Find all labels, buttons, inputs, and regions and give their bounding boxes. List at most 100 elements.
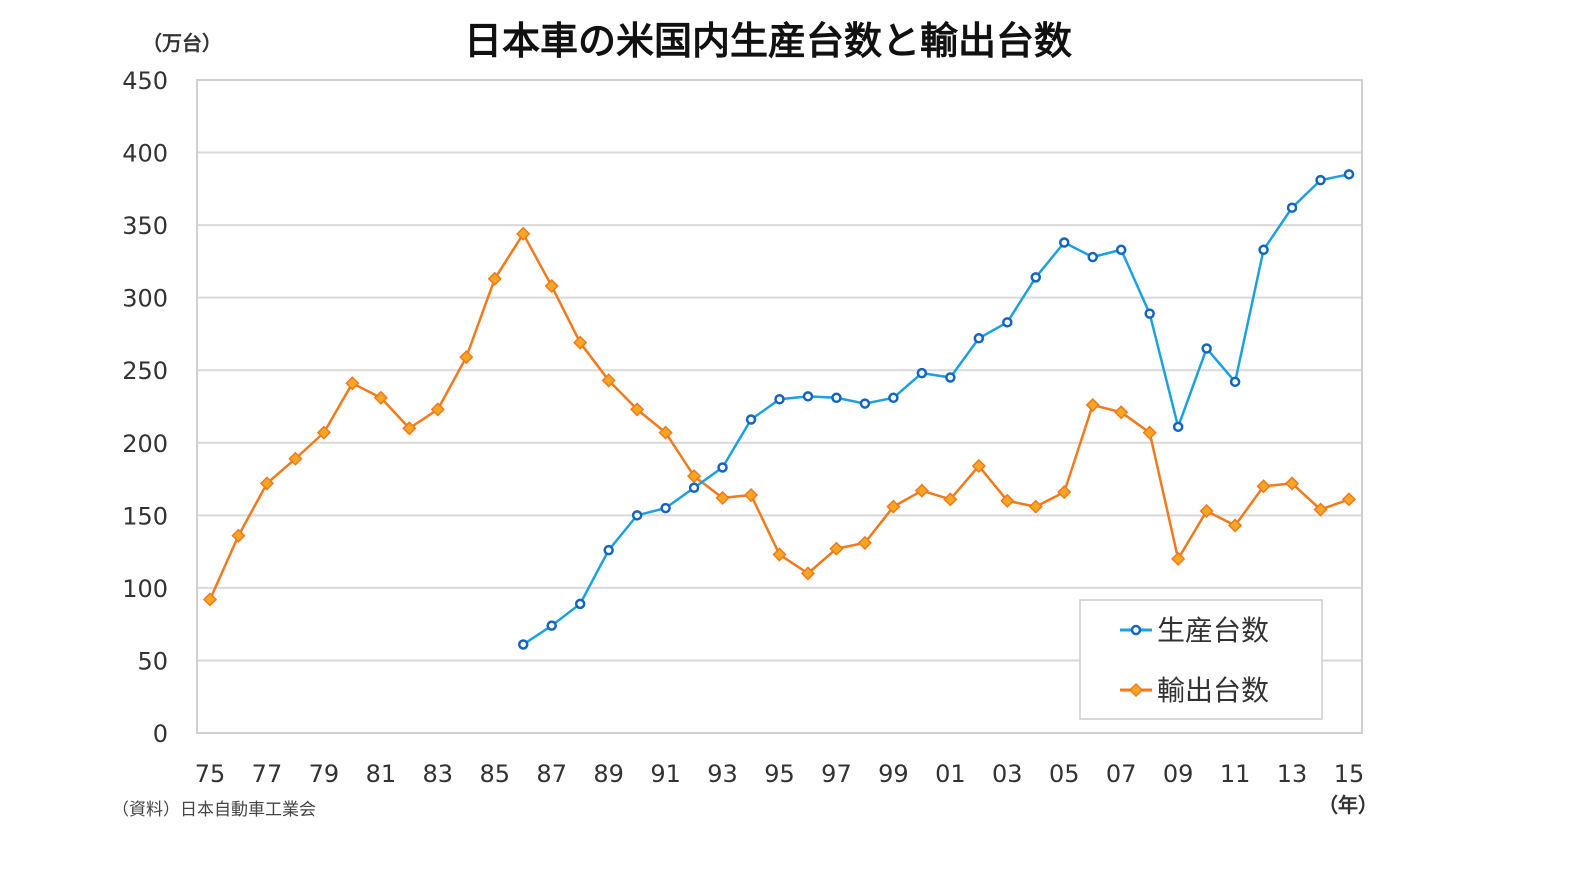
data-point-export [259,476,275,491]
x-tick-label: 93 [707,760,738,788]
data-point-production [1286,202,1298,213]
data-point-export [630,402,645,417]
x-tick-label: 85 [479,760,510,788]
x-tick-label: 89 [593,760,624,788]
x-tick-label: 79 [309,760,340,788]
x-tick-label: 11 [1220,760,1251,788]
series-line-production [522,173,1350,646]
data-point-export [914,483,929,498]
y-tick-label: 250 [122,357,168,385]
y-tick-label: 350 [122,212,168,240]
x-tick-label: 15 [1334,760,1365,788]
data-point-export [715,490,730,505]
x-axis-label: （年） [1318,793,1378,817]
data-point-export [1171,551,1186,566]
data-point-export [1284,476,1300,491]
data-point-production [717,462,728,473]
data-point-production [660,502,671,514]
data-point-export [829,541,844,556]
legend-marker-production [1130,624,1142,636]
data-point-export [1341,492,1357,507]
series-line-export [208,231,1350,601]
data-point-export [1313,502,1328,517]
data-point-export [1028,499,1043,514]
chart-title: 日本車の米国内生産台数と輸出台数 [464,19,1072,63]
data-point-export [288,451,303,466]
x-tick-label: 95 [764,760,795,788]
data-point-production [1343,169,1355,180]
data-point-production [1315,174,1326,186]
data-point-export [1085,397,1100,413]
data-point-production [546,620,557,631]
x-tick-label: 97 [821,760,852,788]
data-point-export [459,350,474,365]
x-tick-label: 75 [195,760,226,788]
data-point-production [688,482,700,494]
data-point-export [857,535,872,550]
data-point-production [517,639,529,650]
x-tick-label: 77 [252,760,283,788]
data-point-production [631,510,643,521]
data-point-export [658,425,673,440]
y-tick-label: 100 [122,575,168,603]
data-point-export [487,271,502,286]
data-point-export [1228,518,1243,533]
x-tick-label: 09 [1163,760,1194,788]
data-point-export [1114,405,1129,420]
data-point-production [831,392,842,404]
data-point-production [603,544,614,556]
x-tick-label: 07 [1106,760,1137,788]
y-tick-label: 50 [137,647,168,675]
x-tick-label: 05 [1049,760,1080,788]
x-tick-label: 87 [536,760,567,788]
x-tick-label: 81 [366,760,397,788]
data-point-export [402,421,417,436]
data-point-export [202,592,218,607]
data-point-production [1087,251,1098,263]
data-point-production [1115,244,1127,256]
data-point-export [971,458,986,474]
data-point-export [800,566,816,581]
data-point-production [1201,343,1212,354]
data-point-production [916,367,928,379]
data-point-export [1256,479,1271,494]
data-point-export [516,226,531,241]
data-point-production [1059,237,1070,248]
y-tick-label: 0 [153,720,168,748]
y-tick-label: 150 [122,502,168,530]
data-point-production [973,333,985,344]
data-point-export [231,528,246,543]
data-point-production [574,598,586,610]
data-point-export [687,469,702,484]
data-point-export [772,547,787,562]
data-point-production [774,393,785,405]
data-point-production [1172,421,1184,433]
x-tick-label: 99 [878,760,909,788]
data-point-production [1258,244,1269,256]
y-tick-label: 300 [122,285,168,313]
data-point-export [601,373,616,388]
x-tick-label: 03 [992,760,1023,788]
x-tick-label: 91 [650,760,681,788]
data-point-export [1000,493,1015,508]
y-axis-label: （万台） [142,31,222,55]
y-tick-label: 450 [122,67,168,95]
x-tick-label: 01 [935,760,966,788]
data-point-export [1199,503,1214,519]
data-point-export [943,492,958,507]
x-tick-label: 83 [423,760,454,788]
data-point-export [1142,425,1157,440]
data-point-production [1144,308,1155,319]
data-point-export [886,499,901,514]
data-point-production [1229,376,1241,388]
data-point-export [1057,485,1072,500]
y-tick-label: 400 [122,140,168,168]
data-point-export [345,376,360,391]
legend-label-production: 生産台数 [1157,614,1269,647]
data-point-production [802,391,814,402]
data-point-export [743,487,759,503]
data-point-export [373,390,388,405]
data-point-export [544,278,559,294]
data-point-export [430,402,445,417]
data-point-production [1030,272,1042,283]
